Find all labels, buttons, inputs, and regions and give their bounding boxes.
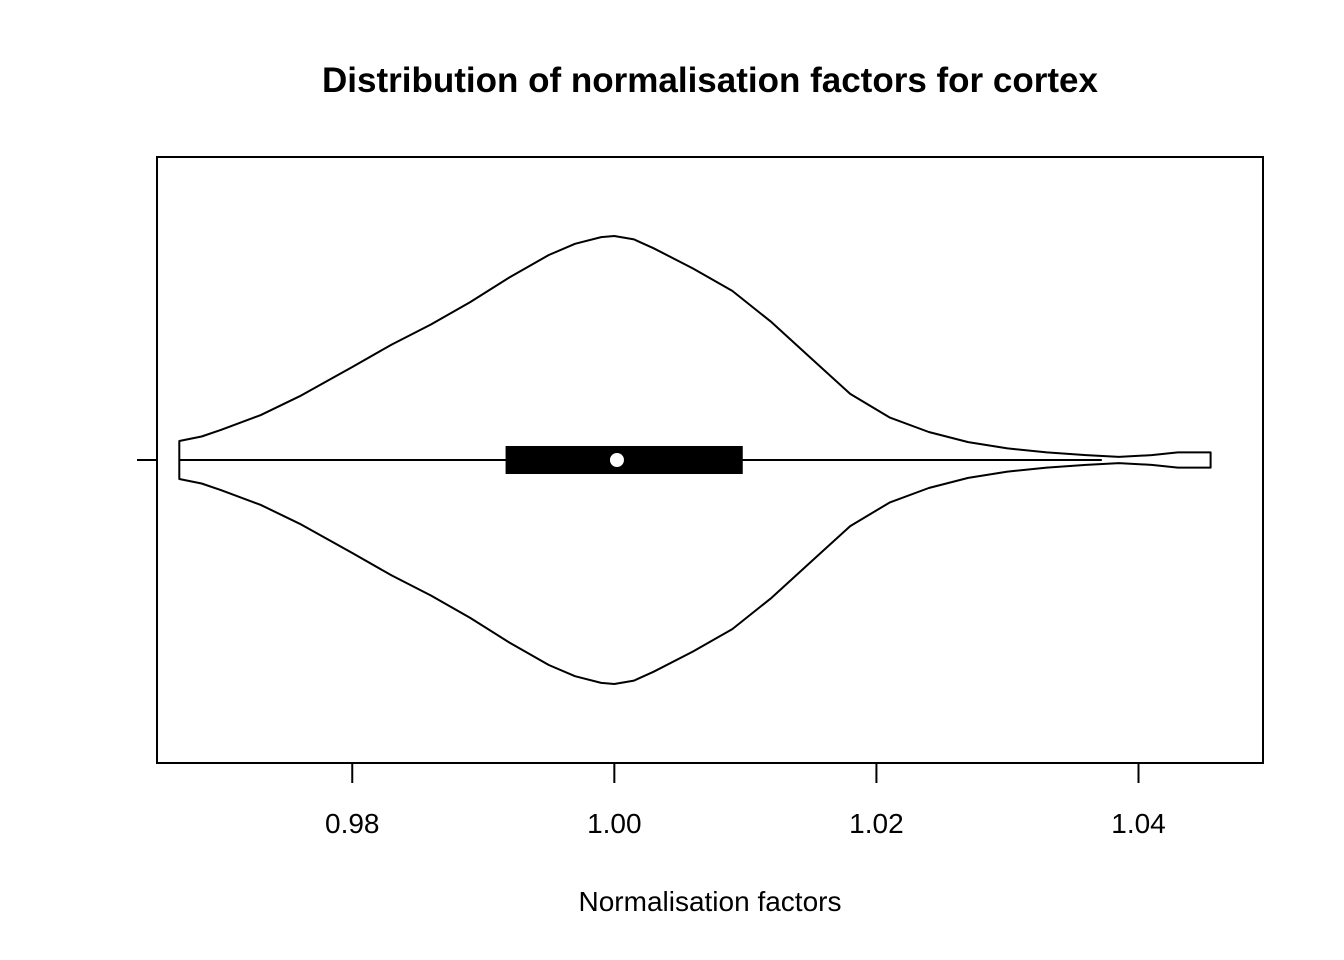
chart-title: Distribution of normalisation factors fo… [322, 61, 1098, 100]
x-tick-label: 0.98 [325, 808, 380, 839]
x-tick-label: 1.04 [1111, 808, 1166, 839]
violin-layer [178, 235, 1212, 685]
x-axis-label: Normalisation factors [579, 886, 842, 917]
violin-outline [178, 235, 1212, 685]
median-point [609, 453, 624, 467]
x-tick-label: 1.02 [849, 808, 904, 839]
x-axis: 0.98 1.00 1.02 1.04 [325, 763, 1166, 839]
x-tick-label: 1.00 [587, 808, 642, 839]
iqr-box [505, 446, 743, 474]
